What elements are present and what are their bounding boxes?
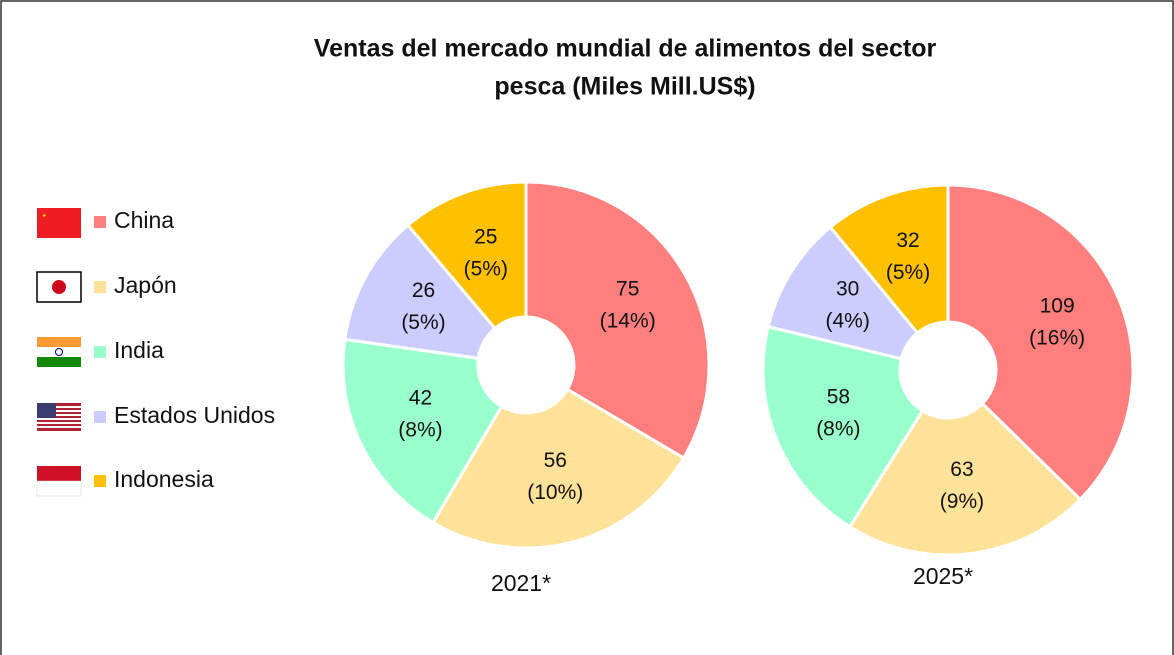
slice	[430, 387, 686, 550]
legend-swatch	[94, 475, 106, 487]
legend-swatch	[94, 411, 106, 423]
value-label: 32	[896, 229, 919, 252]
slice	[405, 180, 528, 331]
share-label: (5%)	[401, 311, 445, 334]
slice	[341, 337, 504, 525]
slice	[828, 183, 950, 336]
slice	[343, 223, 498, 360]
legend-swatch	[94, 281, 106, 293]
chart-title: Ventas del mercado mundial de alimentos …	[314, 35, 937, 63]
legend-swatch	[94, 216, 106, 228]
slice	[761, 324, 925, 529]
legend-label: China	[114, 207, 174, 233]
value-label: 30	[836, 278, 859, 301]
share-label: (8%)	[816, 417, 860, 440]
share-label: (14%)	[600, 309, 656, 332]
slice	[766, 225, 920, 361]
chart-title: pesca (Miles Mill.US$)	[494, 73, 755, 101]
share-label: (8%)	[398, 418, 442, 441]
share-label: (5%)	[464, 258, 508, 281]
share-label: (9%)	[940, 490, 984, 513]
share-label: (5%)	[886, 261, 930, 284]
value-label: 58	[827, 385, 850, 408]
legend-label: Indonesia	[114, 466, 214, 492]
value-label: 26	[412, 279, 435, 302]
value-label: 42	[409, 386, 432, 409]
pie-label: 2021*	[491, 570, 551, 596]
slice	[946, 183, 1135, 502]
legend-swatch	[94, 346, 106, 358]
legend-label: India	[114, 337, 164, 363]
value-label: 25	[474, 226, 497, 249]
value-label: 75	[616, 277, 639, 300]
pie-label: 2025*	[913, 563, 973, 589]
slice	[524, 180, 711, 461]
value-label: 56	[544, 449, 567, 472]
legend-label: Estados Unidos	[114, 402, 275, 428]
legend-label: Japón	[114, 272, 177, 298]
flags	[36, 208, 82, 497]
share-label: (10%)	[527, 481, 583, 504]
share-label: (16%)	[1029, 327, 1085, 350]
slice	[847, 401, 1083, 557]
value-label: 63	[950, 458, 973, 481]
share-label: (4%)	[825, 310, 869, 333]
value-label: 109	[1040, 295, 1075, 318]
